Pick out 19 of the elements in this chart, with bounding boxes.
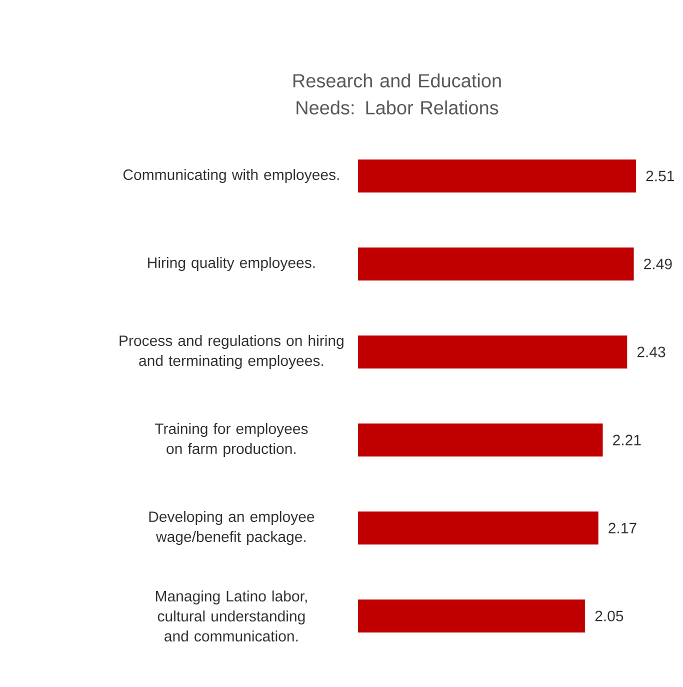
bar (358, 600, 586, 633)
data-label: 2.51 (646, 170, 674, 182)
data-label: 2.05 (595, 610, 624, 622)
bar (358, 160, 636, 193)
y-tick-label: Communicating with employees. (123, 169, 339, 183)
chart-title: Research and Education Needs: Labor Relations (293, 74, 501, 114)
data-label: 2.43 (637, 346, 666, 358)
y-tick-label: Managing Latino labor, cultural understanding and communication. (156, 590, 307, 642)
y-tick-label: Process and regulations on hiring and terminating employees. (120, 335, 344, 369)
bar (358, 336, 628, 369)
data-label: 2.49 (644, 258, 672, 270)
y-tick-label: Developing an employee wage/benefit package. (149, 511, 314, 545)
data-label: 2.17 (608, 522, 636, 534)
y-tick-label: Training for employees on farm production. (154, 423, 308, 457)
bar (358, 424, 603, 457)
bar (358, 248, 634, 281)
bar (358, 512, 598, 545)
data-label: 2.21 (613, 434, 641, 446)
y-tick-label: Hiring quality employees. (148, 257, 315, 271)
